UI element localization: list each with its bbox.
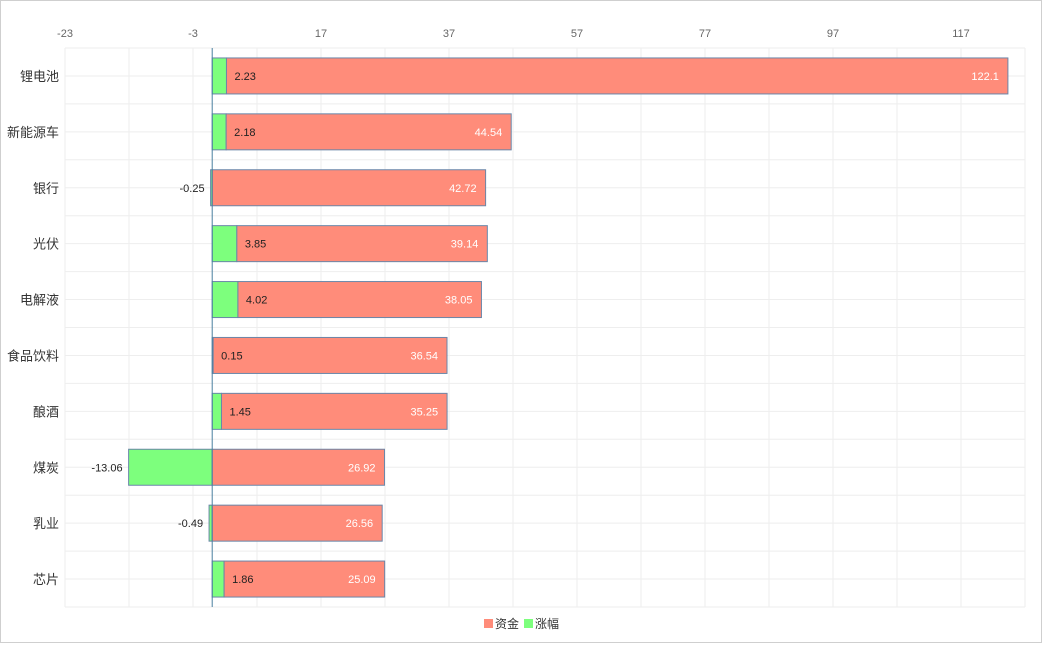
data-label-fund: 122.1: [971, 71, 999, 83]
x-tick-label: 97: [827, 28, 839, 40]
category-label: 锂电池: [20, 69, 59, 84]
legend-swatch[interactable]: [484, 619, 493, 628]
bar-fund[interactable]: [220, 392, 448, 430]
bar-fund[interactable]: [225, 57, 1009, 95]
bar-fund[interactable]: [223, 560, 386, 598]
data-label-change: 3.85: [245, 239, 266, 251]
data-label-fund: 36.54: [410, 350, 438, 362]
category-label: 电解液: [20, 293, 59, 308]
bar-change[interactable]: [211, 281, 239, 319]
bar-change[interactable]: [211, 225, 238, 263]
x-tick-label: 77: [699, 28, 711, 40]
data-label-change: 0.15: [221, 350, 242, 362]
data-label-fund: 44.54: [475, 127, 503, 139]
category-label: 新能源车: [7, 125, 59, 140]
legend[interactable]: 资金 涨幅: [484, 616, 559, 631]
bar-fund[interactable]: [212, 336, 448, 374]
data-label-change: 4.02: [246, 295, 267, 307]
legend-label[interactable]: 资金: [495, 616, 519, 631]
category-label: 煤炭: [33, 460, 59, 475]
bar-change[interactable]: [211, 57, 227, 95]
category-label: 银行: [33, 181, 59, 196]
data-label-fund: 35.25: [411, 406, 439, 418]
data-label-change: 2.18: [234, 127, 255, 139]
x-tick-label: 17: [315, 28, 327, 40]
data-label-fund: 42.72: [449, 183, 477, 195]
bar-change[interactable]: [211, 392, 222, 430]
bar-change[interactable]: [211, 560, 225, 598]
x-tick-label: 117: [952, 28, 970, 40]
category-label: 芯片: [33, 572, 59, 587]
x-tick-label: 57: [571, 28, 583, 40]
data-label-fund: 26.56: [346, 518, 374, 530]
bar-fund[interactable]: [211, 169, 487, 207]
data-label-change: 2.23: [234, 71, 255, 83]
data-labels: 2.23 122.1 2.18 44.54 -0.25 42.72 3.85 39.14 4.0…: [91, 71, 998, 586]
legend-label[interactable]: 涨幅: [535, 616, 559, 631]
category-label: 光伏: [33, 237, 59, 252]
bars: [128, 48, 1009, 607]
bar-fund[interactable]: [237, 281, 482, 319]
data-label-change: -0.49: [178, 518, 203, 530]
bar-change[interactable]: [211, 113, 227, 151]
category-label: 酿酒: [33, 404, 59, 419]
data-label-fund: 26.92: [348, 462, 376, 474]
data-label-change: 1.86: [232, 574, 253, 586]
data-label-fund: 25.09: [348, 574, 376, 586]
data-label-fund: 38.05: [445, 295, 473, 307]
category-label: 食品饮料: [7, 348, 59, 363]
data-label-change: 1.45: [229, 406, 250, 418]
legend-swatch[interactable]: [524, 619, 533, 628]
x-tick-label: -3: [188, 28, 198, 40]
bar-fund[interactable]: [236, 225, 488, 263]
bar-fund[interactable]: [225, 113, 512, 151]
data-label-fund: 39.14: [451, 239, 479, 251]
bar-fund[interactable]: [211, 504, 383, 542]
x-tick-label: -23: [57, 28, 73, 40]
x-axis-ticks: -23 -3 17 37 57 77 97 117: [57, 28, 970, 40]
x-tick-label: 37: [443, 28, 455, 40]
data-label-change: -0.25: [180, 183, 205, 195]
category-label: 乳业: [33, 516, 59, 531]
data-label-change: -13.06: [91, 462, 122, 474]
bar-change[interactable]: [128, 448, 213, 486]
